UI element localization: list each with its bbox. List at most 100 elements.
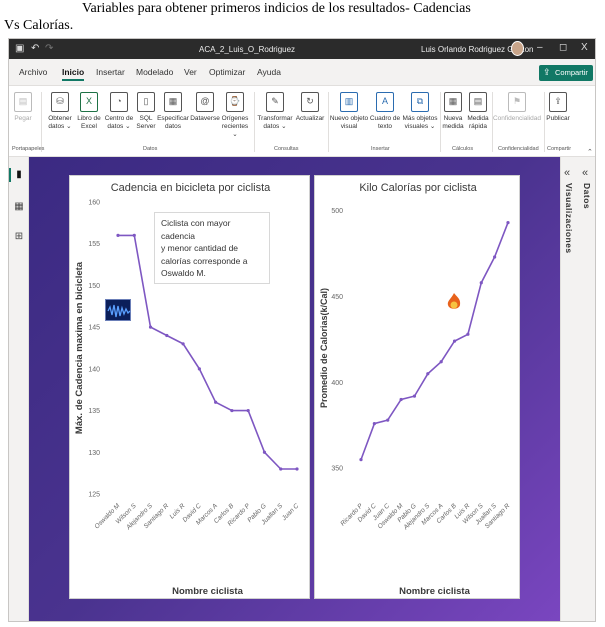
publish-button[interactable]: ⇪ Publicar — [545, 92, 571, 123]
excel-label: Libro de — [77, 115, 101, 122]
dataverse-icon: @ — [196, 92, 214, 112]
recent-sources-icon: ⌚ — [226, 92, 244, 112]
new-visual-label-2: visual — [340, 123, 358, 130]
more-visuals-icon: ⧉ — [411, 92, 429, 112]
visualizations-pane-collapsed[interactable]: « Visualizaciones — [561, 157, 579, 621]
new-measure-button[interactable]: ▦ Nueva medida — [441, 92, 465, 131]
tab-ver[interactable]: Ver — [184, 67, 197, 77]
flame-icon — [447, 293, 461, 309]
table-view-icon[interactable]: ▦ — [14, 201, 24, 212]
recent-label-2: recientes — [221, 123, 249, 130]
paste-button[interactable]: ▤ Pegar — [12, 92, 34, 123]
text-box-button[interactable]: A Cuadro de texto — [369, 92, 401, 131]
data-point — [279, 467, 283, 471]
text-box-icon: A — [376, 92, 394, 112]
data-point — [116, 233, 120, 237]
report-canvas[interactable]: Cadencia en bicicleta por ciclista 125 130… — [29, 157, 560, 621]
minimize-button[interactable]: – — [537, 42, 543, 53]
dataverse-button[interactable]: @ Dataverse — [190, 92, 220, 123]
annotation-line-3: calorías corresponde a — [161, 255, 248, 266]
save-icon[interactable]: ▣ — [15, 43, 25, 54]
tab-insertar[interactable]: Insertar — [96, 67, 125, 77]
data-point — [399, 397, 403, 402]
side-panes: « Visualizaciones « Datos — [560, 157, 595, 621]
dataverse-label: Dataverse — [190, 115, 220, 122]
separator — [544, 92, 545, 152]
data-point — [230, 408, 234, 413]
text-box-label-2: texto — [377, 123, 393, 130]
tab-archivo[interactable]: Archivo — [19, 67, 48, 77]
recent-sources-button[interactable]: ⌚ Orígenes recientes ⌄ — [220, 92, 250, 139]
enter-data-label-2: datos — [165, 123, 181, 130]
sensitivity-button[interactable]: ⚑ Confidencialidad — [492, 92, 542, 123]
refresh-label: Actualizar — [295, 115, 325, 122]
expand-visualizations-icon[interactable]: « — [564, 167, 571, 179]
chart-title: Cadencia en bicicleta por ciclista — [111, 182, 271, 194]
y-tick-label: 450 — [331, 294, 343, 301]
calculator-icon: ▦ — [444, 92, 462, 112]
series-line — [360, 222, 509, 460]
user-name[interactable]: Luis Orlando Rodriguez Garzon — [421, 45, 534, 54]
restore-button[interactable]: ◻ — [559, 42, 568, 53]
clipboard-icon: ▤ — [14, 92, 32, 112]
more-visuals-button[interactable]: ⧉ Más objetos visuales ⌄ — [401, 92, 439, 131]
x-axis-title: Nombre ciclista — [399, 586, 470, 597]
transform-icon: ✎ — [266, 92, 284, 112]
data-hub-label-2: datos — [107, 123, 124, 130]
calorie-flame-icon[interactable] — [445, 292, 463, 312]
tab-inicio[interactable]: Inicio — [62, 67, 85, 81]
data-pane-label[interactable]: Datos — [582, 183, 592, 210]
quick-measure-icon: ▤ — [469, 92, 487, 112]
data-point — [506, 221, 510, 225]
get-data-button[interactable]: ⛁ Obtener datos ⌄ — [45, 92, 75, 131]
tab-optimizar[interactable]: Optimizar — [209, 67, 246, 77]
avatar[interactable] — [511, 41, 524, 56]
calories-chart-card[interactable]: Kilo Calorías por ciclista 350 400 450 500 Pr… — [314, 175, 520, 599]
model-view-icon[interactable]: ⊞ — [14, 231, 24, 242]
enter-data-button[interactable]: ▦ Especificar datos — [157, 92, 189, 131]
data-point — [165, 333, 169, 338]
document-title: ACA_2_Luis_O_Rodriguez — [199, 45, 296, 54]
tab-ayuda[interactable]: Ayuda — [257, 67, 281, 77]
sql-label: SQL — [139, 115, 153, 122]
new-visual-button[interactable]: ▥ Nuevo objeto visual — [329, 92, 369, 131]
transform-data-button[interactable]: ✎ Transformar datos ⌄ — [256, 92, 294, 131]
annotation-textbox[interactable]: Ciclista con mayor cadencia y menor cant… — [154, 212, 270, 284]
data-point — [466, 332, 470, 336]
collapse-ribbon-icon[interactable]: ⌃ — [587, 149, 593, 156]
x-tick-label: Oswaldo M — [93, 502, 121, 530]
refresh-icon: ↻ — [301, 92, 319, 112]
sql-server-button[interactable]: ▯ SQL Server — [136, 92, 156, 131]
redo-icon[interactable]: ↷ — [45, 43, 54, 54]
expand-data-icon[interactable]: « — [582, 167, 589, 179]
annotation-line-1: Ciclista con mayor cadencia — [161, 218, 231, 241]
waveform-image[interactable] — [105, 299, 131, 321]
tab-modelado[interactable]: Modelado — [136, 67, 174, 77]
enter-data-label: Especificar — [157, 115, 189, 122]
undo-icon[interactable]: ↶ — [31, 43, 40, 54]
visualizations-pane-label[interactable]: Visualizaciones — [564, 183, 574, 254]
data-point — [295, 467, 299, 471]
close-button[interactable]: X — [581, 42, 588, 53]
share-button[interactable]: ⇪ Compartir — [539, 65, 593, 81]
data-hub-button[interactable]: ◔ Centro de datos ⌄ — [103, 92, 135, 131]
data-hub-icon: ◔ — [110, 92, 128, 112]
cadence-line-chart: Cadencia en bicicleta por ciclista 125 130… — [74, 182, 301, 597]
share-icon: ⇪ — [543, 67, 551, 77]
quick-measure-label: Medida — [467, 115, 489, 122]
publish-label: Publicar — [546, 115, 570, 122]
data-point — [262, 450, 267, 454]
recent-label: Orígenes — [221, 115, 249, 122]
y-tick-label: 500 — [331, 208, 343, 215]
group-insert: Insertar — [371, 146, 390, 152]
data-pane-collapsed[interactable]: « Datos — [579, 157, 595, 621]
quick-measure-button[interactable]: ▤ Medida rápida — [466, 92, 490, 131]
refresh-button[interactable]: ↻ Actualizar — [295, 92, 325, 123]
report-view-icon[interactable]: ▮ — [9, 168, 25, 182]
separator — [41, 92, 42, 152]
excel-button[interactable]: X Libro de Excel — [75, 92, 103, 131]
y-tick-label: 150 — [88, 283, 100, 290]
new-visual-label: Nuevo objeto — [329, 115, 369, 122]
bar-chart-icon: ▥ — [340, 92, 358, 112]
caption-line-1: Variables para obtener primeros indicios… — [82, 1, 471, 16]
